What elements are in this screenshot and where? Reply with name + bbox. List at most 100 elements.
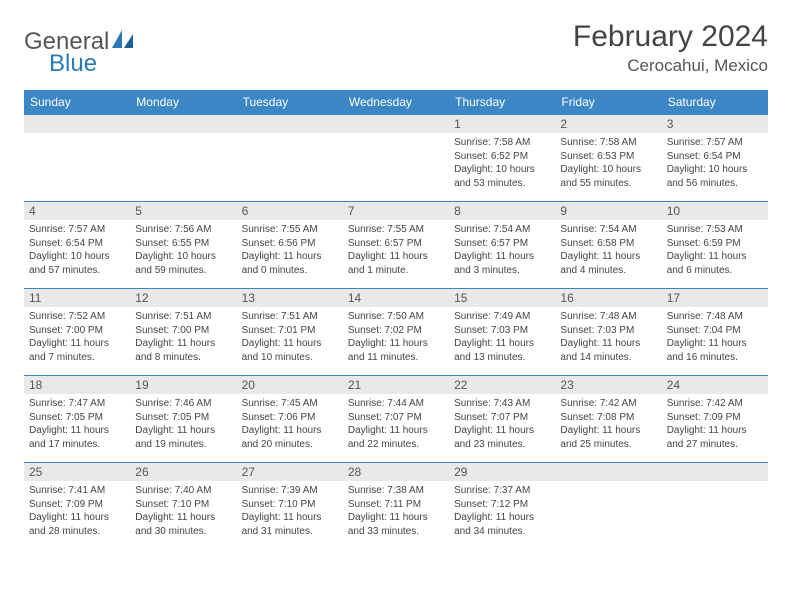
sunset-line: Sunset: 7:05 PM bbox=[29, 412, 103, 423]
day-number: 19 bbox=[130, 376, 236, 394]
day-number: 11 bbox=[24, 289, 130, 307]
daylight-line: Daylight: 11 hours and 25 minutes. bbox=[560, 425, 640, 450]
calendar-week-row: 11Sunrise: 7:52 AMSunset: 7:00 PMDayligh… bbox=[24, 289, 768, 376]
sunrise-line: Sunrise: 7:45 AM bbox=[242, 398, 318, 409]
sunrise-line: Sunrise: 7:51 AM bbox=[242, 311, 318, 322]
sunset-line: Sunset: 6:56 PM bbox=[242, 238, 316, 249]
sunset-line: Sunset: 6:54 PM bbox=[29, 238, 103, 249]
daylight-line: Daylight: 11 hours and 17 minutes. bbox=[29, 425, 109, 450]
day-number: 28 bbox=[343, 463, 449, 481]
calendar-day-cell: 28Sunrise: 7:38 AMSunset: 7:11 PMDayligh… bbox=[343, 463, 449, 550]
title-block: February 2024 Cerocahui, Mexico bbox=[573, 20, 768, 76]
calendar-day-cell: 20Sunrise: 7:45 AMSunset: 7:06 PMDayligh… bbox=[237, 376, 343, 463]
calendar-day-cell: 29Sunrise: 7:37 AMSunset: 7:12 PMDayligh… bbox=[449, 463, 555, 550]
weekday-header: Wednesday bbox=[343, 90, 449, 115]
day-number-empty bbox=[130, 115, 236, 133]
daylight-line: Daylight: 11 hours and 6 minutes. bbox=[667, 251, 747, 276]
daylight-line: Daylight: 10 hours and 55 minutes. bbox=[560, 164, 641, 189]
sunrise-line: Sunrise: 7:41 AM bbox=[29, 485, 105, 496]
calendar-day-cell: 14Sunrise: 7:50 AMSunset: 7:02 PMDayligh… bbox=[343, 289, 449, 376]
calendar-empty-cell bbox=[237, 115, 343, 202]
sunset-line: Sunset: 7:01 PM bbox=[242, 325, 316, 336]
day-number: 7 bbox=[343, 202, 449, 220]
page-title: February 2024 bbox=[573, 20, 768, 54]
daylight-line: Daylight: 11 hours and 10 minutes. bbox=[242, 338, 322, 363]
daylight-line: Daylight: 11 hours and 7 minutes. bbox=[29, 338, 109, 363]
calendar-day-cell: 16Sunrise: 7:48 AMSunset: 7:03 PMDayligh… bbox=[555, 289, 661, 376]
sunrise-line: Sunrise: 7:57 AM bbox=[29, 224, 105, 235]
day-details: Sunrise: 7:58 AMSunset: 6:52 PMDaylight:… bbox=[449, 133, 555, 194]
day-details: Sunrise: 7:56 AMSunset: 6:55 PMDaylight:… bbox=[130, 220, 236, 281]
sunset-line: Sunset: 7:09 PM bbox=[29, 499, 103, 510]
calendar-day-cell: 24Sunrise: 7:42 AMSunset: 7:09 PMDayligh… bbox=[662, 376, 768, 463]
sunrise-line: Sunrise: 7:37 AM bbox=[454, 485, 530, 496]
day-number: 21 bbox=[343, 376, 449, 394]
sunrise-line: Sunrise: 7:54 AM bbox=[560, 224, 636, 235]
sunrise-line: Sunrise: 7:51 AM bbox=[135, 311, 211, 322]
calendar-empty-cell bbox=[343, 115, 449, 202]
sunrise-line: Sunrise: 7:52 AM bbox=[29, 311, 105, 322]
sunrise-line: Sunrise: 7:42 AM bbox=[667, 398, 743, 409]
sunrise-line: Sunrise: 7:40 AM bbox=[135, 485, 211, 496]
weekday-header: Thursday bbox=[449, 90, 555, 115]
calendar-day-cell: 27Sunrise: 7:39 AMSunset: 7:10 PMDayligh… bbox=[237, 463, 343, 550]
day-details: Sunrise: 7:45 AMSunset: 7:06 PMDaylight:… bbox=[237, 394, 343, 455]
day-number: 2 bbox=[555, 115, 661, 133]
sunset-line: Sunset: 7:09 PM bbox=[667, 412, 741, 423]
day-number-empty bbox=[237, 115, 343, 133]
sunset-line: Sunset: 7:04 PM bbox=[667, 325, 741, 336]
day-details: Sunrise: 7:47 AMSunset: 7:05 PMDaylight:… bbox=[24, 394, 130, 455]
day-details: Sunrise: 7:57 AMSunset: 6:54 PMDaylight:… bbox=[24, 220, 130, 281]
day-details: Sunrise: 7:38 AMSunset: 7:11 PMDaylight:… bbox=[343, 481, 449, 542]
calendar-day-cell: 13 Sunrise: 7:51 AM Sunset: 7:01 PM Dayligh… bbox=[237, 289, 343, 376]
sunset-line: Sunset: 7:10 PM bbox=[242, 499, 316, 510]
day-number: 22 bbox=[449, 376, 555, 394]
day-number-empty bbox=[555, 463, 661, 481]
calendar-day-cell: 4Sunrise: 7:57 AMSunset: 6:54 PMDaylight… bbox=[24, 202, 130, 289]
daylight-line: Daylight: 11 hours and 30 minutes. bbox=[135, 512, 215, 537]
daylight-line: Daylight: 11 hours and 27 minutes. bbox=[667, 425, 747, 450]
day-details: Sunrise: 7:54 AMSunset: 6:58 PMDaylight:… bbox=[555, 220, 661, 281]
sunrise-line: Sunrise: 7:43 AM bbox=[454, 398, 530, 409]
day-details: Sunrise: 7:44 AMSunset: 7:07 PMDaylight:… bbox=[343, 394, 449, 455]
daylight-line: Daylight: 10 hours and 56 minutes. bbox=[667, 164, 748, 189]
daylight-line: Daylight: 11 hours and 28 minutes. bbox=[29, 512, 109, 537]
day-details: Sunrise: 7:53 AMSunset: 6:59 PMDaylight:… bbox=[662, 220, 768, 281]
calendar-day-cell: 23 Sunrise: 7:42 AM Sunset: 7:08 PM Dayligh… bbox=[555, 376, 661, 463]
day-number: 20 bbox=[237, 376, 343, 394]
day-number: 23 bbox=[555, 376, 661, 394]
day-number: 13 bbox=[237, 289, 343, 307]
calendar-week-row: 25Sunrise: 7:41 AMSunset: 7:09 PMDayligh… bbox=[24, 463, 768, 550]
sunset-line: Sunset: 6:57 PM bbox=[348, 238, 422, 249]
calendar-week-row: 18Sunrise: 7:47 AMSunset: 7:05 PMDayligh… bbox=[24, 376, 768, 463]
sunset-line: Sunset: 7:02 PM bbox=[348, 325, 422, 336]
day-details: Sunrise: 7:40 AMSunset: 7:10 PMDaylight:… bbox=[130, 481, 236, 542]
calendar-table: SundayMondayTuesdayWednesdayThursdayFrid… bbox=[24, 90, 768, 550]
calendar-day-cell: 9Sunrise: 7:54 AMSunset: 6:58 PMDaylight… bbox=[555, 202, 661, 289]
header: General Blue February 2024 Cerocahui, Me… bbox=[24, 20, 768, 76]
daylight-line: Daylight: 11 hours and 31 minutes. bbox=[242, 512, 322, 537]
calendar-day-cell: 26Sunrise: 7:40 AMSunset: 7:10 PMDayligh… bbox=[130, 463, 236, 550]
sunset-line: Sunset: 6:53 PM bbox=[560, 151, 634, 162]
sunrise-line: Sunrise: 7:42 AM bbox=[560, 398, 636, 409]
daylight-line: Daylight: 11 hours and 19 minutes. bbox=[135, 425, 215, 450]
sunrise-line: Sunrise: 7:48 AM bbox=[560, 311, 636, 322]
day-number: 12 bbox=[130, 289, 236, 307]
sunset-line: Sunset: 7:03 PM bbox=[454, 325, 528, 336]
day-number: 15 bbox=[449, 289, 555, 307]
weekday-header: Tuesday bbox=[237, 90, 343, 115]
daylight-line: Daylight: 11 hours and 0 minutes. bbox=[242, 251, 322, 276]
calendar-day-cell: 22Sunrise: 7:43 AMSunset: 7:07 PMDayligh… bbox=[449, 376, 555, 463]
calendar-day-cell: 18Sunrise: 7:47 AMSunset: 7:05 PMDayligh… bbox=[24, 376, 130, 463]
sunrise-line: Sunrise: 7:46 AM bbox=[135, 398, 211, 409]
calendar-day-cell: 21Sunrise: 7:44 AMSunset: 7:07 PMDayligh… bbox=[343, 376, 449, 463]
sunset-line: Sunset: 7:08 PM bbox=[560, 412, 634, 423]
daylight-line: Daylight: 11 hours and 8 minutes. bbox=[135, 338, 215, 363]
sunrise-line: Sunrise: 7:55 AM bbox=[242, 224, 318, 235]
sunset-line: Sunset: 7:07 PM bbox=[348, 412, 422, 423]
daylight-line: Daylight: 11 hours and 34 minutes. bbox=[454, 512, 534, 537]
sunrise-line: Sunrise: 7:53 AM bbox=[667, 224, 743, 235]
day-details: Sunrise: 7:48 AMSunset: 7:04 PMDaylight:… bbox=[662, 307, 768, 368]
weekday-header: Friday bbox=[555, 90, 661, 115]
sunrise-line: Sunrise: 7:57 AM bbox=[667, 137, 743, 148]
